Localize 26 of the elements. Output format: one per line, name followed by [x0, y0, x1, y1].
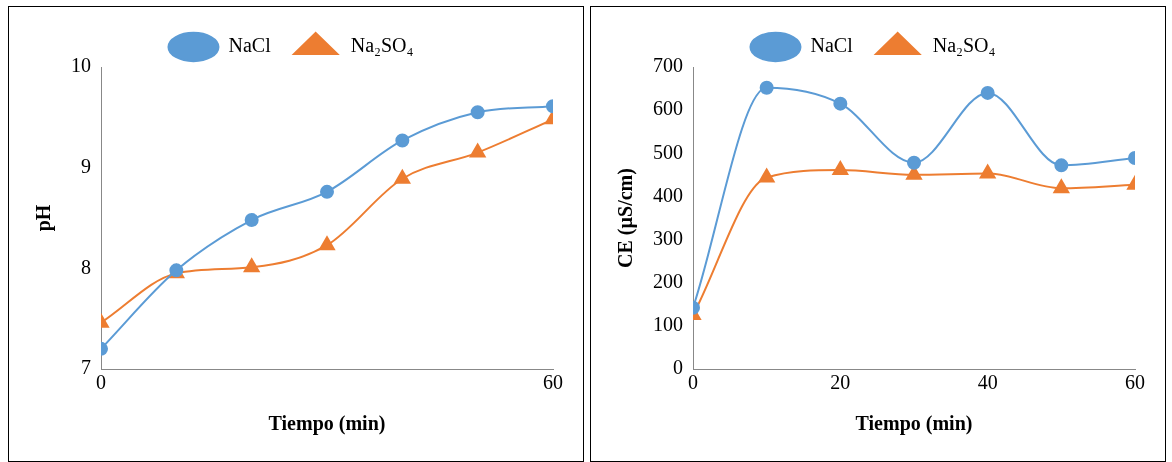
legend-label: NaCl: [228, 34, 272, 57]
x-axis-title: Tiempo (min): [855, 412, 973, 436]
y-tick-label: 500: [653, 140, 683, 163]
y-tick-label: 10: [71, 54, 91, 77]
y-tick-label: 200: [653, 269, 683, 292]
legend-label: Na₂SO₄: [932, 34, 996, 57]
y-tick-label: 600: [653, 97, 683, 120]
y-tick-label: 100: [653, 313, 683, 336]
y-axis-title: CE (µS/cm): [614, 168, 638, 268]
legend-label: NaCl: [810, 34, 854, 57]
x-tick-label: 0: [688, 371, 698, 394]
y-tick-label: 7: [81, 356, 91, 379]
x-axis-title: Tiempo (min): [268, 412, 386, 436]
y-axis-title: pH: [32, 204, 56, 232]
x-tick-label: 60: [543, 371, 563, 394]
y-tick-label: 400: [653, 183, 683, 206]
y-tick-label: 0: [673, 356, 683, 379]
x-tick-label: 40: [977, 371, 998, 394]
y-tick-label: 9: [81, 154, 91, 177]
y-tick-label: 300: [653, 226, 683, 249]
y-tick-label: 700: [653, 54, 683, 77]
x-tick-label: 0: [96, 371, 106, 394]
y-tick-label: 8: [81, 255, 91, 278]
x-tick-label: 60: [1125, 371, 1145, 394]
legend-label: Na₂SO₄: [350, 34, 414, 57]
x-tick-label: 20: [830, 371, 851, 394]
